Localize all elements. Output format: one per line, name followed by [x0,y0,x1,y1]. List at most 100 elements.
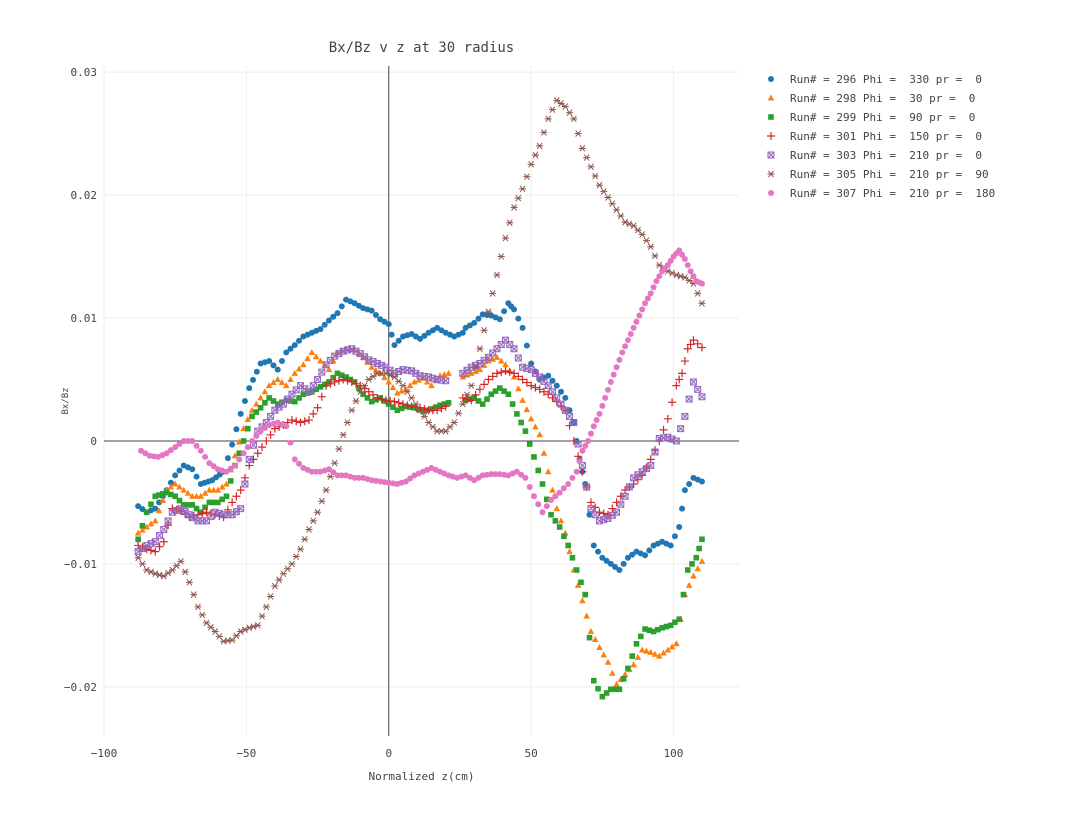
data-point [257,404,264,411]
data-point [603,690,610,696]
data-point [531,151,539,159]
data-point [389,383,397,390]
data-point [566,109,574,117]
data-point [612,686,618,693]
data-point [536,431,543,438]
data-point [539,387,548,396]
legend-item[interactable]: Run# = 301 Phi = 150 pr = 0 [767,130,982,143]
data-point [586,634,593,641]
data-point [202,453,209,460]
data-point [616,356,623,363]
legend-item[interactable]: Run# = 307 Phi = 210 pr = 180 [768,187,995,200]
data-point [519,324,526,331]
data-point [591,635,599,642]
data-point [164,517,172,525]
data-point [184,489,192,496]
data-point [593,417,600,424]
data-point [258,612,266,620]
data-point [300,417,309,426]
data-point [249,437,256,444]
data-point [472,367,479,374]
data-point [352,379,361,388]
data-point [552,493,559,500]
data-point [681,487,688,494]
data-point [574,440,582,448]
data-point [339,375,348,384]
data-point [569,554,576,561]
data-point [180,437,187,444]
data-point [177,558,185,565]
data-point [694,290,702,297]
data-point [600,651,608,658]
data-point [432,404,439,410]
data-point [203,619,211,627]
data-point [625,483,633,491]
data-point [685,581,693,588]
data-point [347,376,354,383]
data-point [189,437,196,444]
data-point [535,385,544,394]
data-point [544,382,552,390]
data-point [697,343,706,352]
data-point [279,570,287,578]
legend-item[interactable]: Run# = 305 Phi = 210 pr = 90 [767,168,989,181]
data-point [476,345,484,353]
data-point [231,452,239,459]
data-point [326,379,335,388]
data-point [261,388,269,395]
data-point [497,385,503,391]
data-point [644,295,651,302]
data-point [595,508,604,517]
legend-item[interactable]: Run# = 299 Phi = 90 pr = 0 [768,111,975,124]
data-point [428,406,435,412]
data-point [181,568,189,576]
data-point [411,404,418,411]
data-point [668,398,677,407]
data-point [249,413,255,420]
data-point [488,471,495,478]
legend-item[interactable]: Run# = 296 Phi = 330 pr = 0 [768,73,982,86]
data-point [501,366,510,375]
data-point [197,492,205,499]
data-point [667,542,674,549]
data-point [608,686,614,693]
data-point [282,382,290,389]
legend[interactable]: Run# = 296 Phi = 330 pr = 0 Run# = 298 Ph… [767,73,995,200]
data-point [561,533,567,540]
data-point [684,567,691,573]
legend-item[interactable]: Run# = 303 Phi = 210 pr = 0 [767,149,982,162]
data-point [360,391,366,398]
data-point [634,653,642,660]
data-point [579,597,586,604]
grid [103,66,739,736]
data-point [249,455,258,464]
data-point [296,545,304,553]
data-point [270,398,277,404]
data-point [219,496,225,503]
data-point [651,252,659,260]
y-tick-label: 0.01 [71,312,98,325]
data-point [655,261,663,269]
data-point [325,317,332,324]
data-point [198,509,207,518]
data-point [590,677,597,684]
data-point [513,468,520,475]
data-point [407,475,414,482]
legend-item[interactable]: Run# = 298 Phi = 30 pr = 0 [767,92,976,105]
data-point [698,557,706,564]
data-point [539,509,546,516]
data-point [647,648,655,655]
data-point [227,478,234,484]
x-tick-label: 50 [525,747,538,760]
data-point [372,311,379,318]
data-point [173,562,181,570]
data-point [698,280,705,287]
data-point [556,489,563,496]
data-point [463,391,471,399]
data-point [679,505,686,512]
data-point [566,412,574,420]
data-point [309,517,317,525]
data-point [381,398,388,404]
data-point [364,387,373,396]
